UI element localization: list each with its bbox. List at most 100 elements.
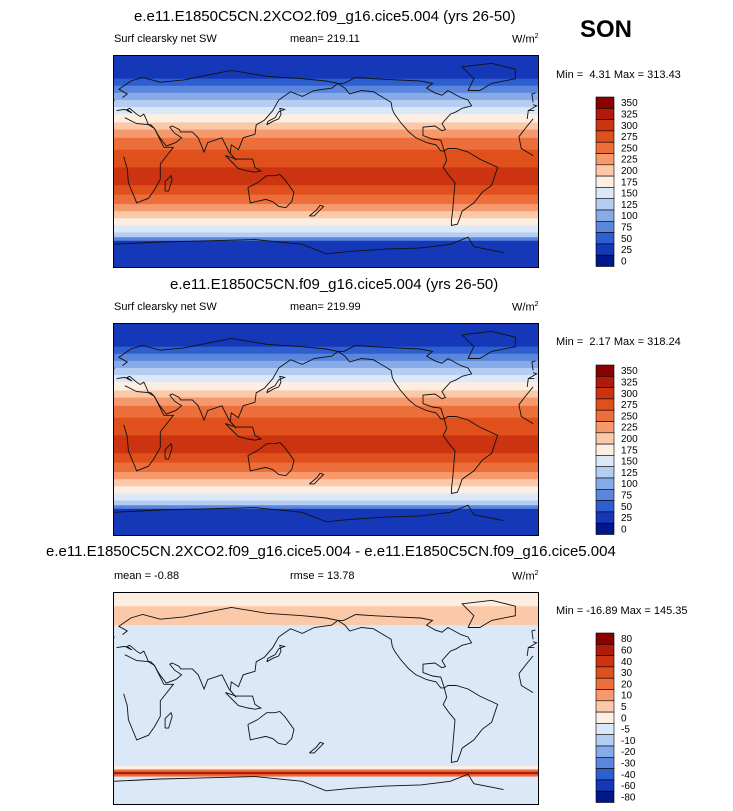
coastline	[225, 423, 263, 441]
colorbar-tick-label: -20	[621, 747, 636, 758]
coastline	[113, 773, 504, 792]
flux-band	[113, 771, 539, 775]
colorbar-tick-label: 125	[621, 200, 638, 211]
coastline	[247, 174, 295, 209]
colorbar-tick-label: 175	[621, 445, 638, 456]
panel3-title: e.e11.E1850C5CN.2XCO2.f09_g16.cice5.004 …	[46, 543, 616, 560]
panel2-units: W/m2	[512, 301, 539, 314]
flux-band	[113, 167, 539, 186]
flux-band	[113, 390, 539, 399]
flux-band	[113, 405, 539, 419]
coastline	[309, 472, 325, 485]
colorbar-tick-label: 175	[621, 177, 638, 188]
coastline	[247, 711, 295, 746]
colorbar-tick-label: 10	[621, 691, 633, 702]
coastline	[266, 375, 287, 394]
flux-band	[113, 107, 539, 115]
panel3-units: W/m2	[512, 570, 539, 583]
coastline	[309, 741, 325, 754]
flux-band	[113, 505, 539, 510]
colorbar-tick-label: 150	[621, 189, 638, 200]
flux-band	[113, 774, 539, 778]
panel2-title: e.e11.E1850C5CN.f09_g16.cice5.004 (yrs 2…	[170, 276, 499, 293]
panel3-minmax: Min = -16.89 Max = 145.35	[556, 605, 688, 617]
colorbar-tick-label: 100	[621, 211, 638, 222]
flux-band	[113, 232, 539, 238]
colorbar-swatch	[595, 477, 615, 490]
map-frame	[113, 55, 539, 268]
panel2-map	[113, 323, 539, 536]
panel1-units: W/m2	[512, 33, 539, 46]
colorbar-tick-label: 50	[621, 234, 633, 245]
flux-band	[113, 479, 539, 487]
colorbar-swatch	[595, 666, 615, 679]
colorbar-tick-label: 150	[621, 457, 638, 468]
flux-band	[113, 592, 539, 607]
flux-band	[113, 211, 539, 219]
colorbar-tick-label: 300	[621, 389, 638, 400]
coastline	[113, 236, 504, 255]
flux-band	[113, 765, 539, 770]
flux-band	[113, 462, 539, 473]
coastline	[123, 654, 534, 741]
colorbar-swatch	[595, 175, 615, 188]
colorbar-tick-label: 125	[621, 468, 638, 479]
panel1-title: e.e11.E1850C5CN.2XCO2.f09_g16.cice5.004 …	[134, 8, 516, 25]
colorbar-tick-label: 50	[621, 502, 633, 513]
colorbar-swatch	[595, 243, 615, 256]
flux-band	[113, 375, 539, 383]
colorbar-tick-label: 20	[621, 679, 633, 690]
colorbar-swatch	[595, 632, 615, 645]
colorbar-swatch	[595, 108, 615, 120]
colorbar-swatch	[595, 119, 615, 132]
panel2-mean: mean= 219.99	[290, 301, 361, 313]
flux-band	[113, 382, 539, 391]
flux-band	[113, 606, 539, 626]
colorbar-tick-label: -10	[621, 736, 636, 747]
flux-band	[113, 129, 539, 139]
flux-band	[113, 472, 539, 480]
colorbar-tick-label: 250	[621, 411, 638, 422]
flux-band	[113, 225, 539, 233]
colorbar-swatch	[595, 130, 615, 143]
colorbar-tick-label: 60	[621, 645, 633, 656]
colorbar-swatch	[595, 734, 615, 747]
flux-band	[113, 769, 539, 773]
coastline	[266, 644, 287, 663]
flux-band	[113, 137, 539, 151]
coastline	[116, 337, 538, 429]
coastline	[123, 385, 534, 472]
colorbar-swatch	[595, 677, 615, 690]
panel3-colorbar: 80 60 40 30 20 10 5 0 -5 -10 -20 -30 -40 -60 -80	[595, 632, 665, 811]
panel1-variable: Surf clearsky net SW	[114, 33, 217, 45]
colorbar-swatch	[595, 254, 615, 267]
coastline	[113, 504, 504, 523]
coastline	[337, 345, 473, 420]
colorbar-tick-label: 200	[621, 434, 638, 445]
colorbar-swatch	[595, 511, 615, 524]
panel1-mean: mean= 219.11	[290, 33, 360, 45]
coastline	[116, 69, 538, 161]
colorbar-swatch	[595, 768, 615, 781]
coastline	[442, 148, 499, 226]
flux-band	[113, 149, 539, 168]
flux-band	[113, 453, 539, 464]
colorbar-tick-label: 250	[621, 143, 638, 154]
colorbar-swatch	[595, 689, 615, 702]
colorbar-tick-label: -60	[621, 781, 636, 792]
coastline	[337, 77, 473, 152]
coastline	[442, 685, 499, 763]
flux-band	[113, 323, 539, 348]
colorbar-tick-label: 225	[621, 155, 638, 166]
colorbar-swatch	[595, 398, 615, 411]
season-label: SON	[580, 16, 633, 43]
colorbar-swatch	[595, 364, 615, 377]
colorbar-tick-label: 300	[621, 121, 638, 132]
colorbar-swatch	[595, 489, 615, 501]
flux-band	[113, 78, 539, 87]
coastline	[442, 416, 499, 494]
coastline	[123, 117, 534, 204]
panel2-variable: Surf clearsky net SW	[114, 301, 217, 313]
colorbar-tick-label: 0	[621, 256, 627, 267]
